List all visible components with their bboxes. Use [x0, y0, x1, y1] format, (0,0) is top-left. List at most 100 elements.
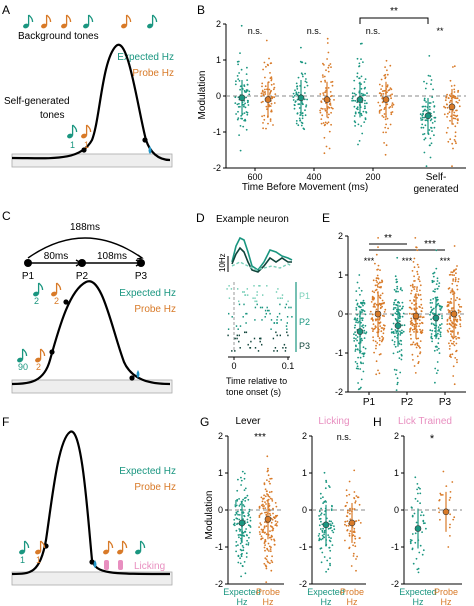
b-prb-0-dot-14 [269, 120, 272, 122]
e-exp-0-dot-57 [356, 365, 359, 368]
c-note-4-head [35, 357, 41, 363]
e-prb-2-dot-74 [447, 301, 450, 304]
g-lever-exp-dot-15 [242, 546, 245, 549]
b-exp-0-dot-73 [243, 85, 246, 87]
e-prb-2-dot-112 [455, 350, 457, 353]
e-prb-1-dot-43 [419, 284, 422, 287]
e-prb-2-dot-109 [448, 342, 450, 345]
panel-f: F Expected Hz Probe Hz 1 1 Licking [2, 415, 176, 586]
e-prb-2-dot-120 [455, 338, 458, 340]
g-lever-ytick-label-1: 1 [218, 468, 223, 478]
b-exp-3-dot-50 [421, 116, 424, 119]
g-lever-exp-dot-17 [241, 545, 244, 547]
e-exp-0-dot-90 [355, 367, 358, 370]
spike-11-0 [280, 319, 282, 321]
panel-e-axes: 210-1-2P1***P2***P3******** [335, 231, 466, 408]
b-exp-3-dot-59 [430, 118, 433, 121]
g-lever-prb-dot-46 [271, 561, 274, 564]
h-prb-dot-7 [452, 518, 455, 521]
b-exp-0-dot-48 [248, 90, 251, 93]
b-prb-0-dot-55 [260, 95, 263, 97]
b-prb-3-dot-42 [452, 117, 455, 120]
b-prb-0-dot-74 [265, 127, 267, 130]
spike-3-4 [244, 294, 247, 296]
bg-note-1-flag [46, 14, 52, 23]
spike-7-4 [284, 306, 286, 309]
spike-0-2 [253, 285, 255, 287]
b-exp-2-dot-43 [355, 93, 357, 96]
spike-20-4 [249, 347, 252, 349]
e-exp-0-dot-78 [355, 290, 358, 292]
movement-trace-c [11, 280, 171, 386]
e-prb-1-dot-35 [416, 331, 419, 333]
water-drop-icon-c [136, 370, 140, 378]
spike-17-2 [253, 337, 256, 340]
b-exp-1-dot-31 [297, 76, 300, 79]
g-lick-exp-dot-34 [329, 562, 331, 565]
e-prb-2-dot-2 [456, 265, 458, 267]
spike-5-2 [287, 300, 289, 303]
e-exp-1-dot-57 [393, 301, 396, 304]
g-lever-prb-dot-137 [260, 537, 263, 540]
b-exp-3-dot-10 [423, 151, 426, 154]
b-exp-0-dot-15 [237, 117, 240, 119]
b-prb-2-dot-31 [385, 59, 388, 62]
b-exp-1-dot-63 [300, 46, 302, 49]
b-exp-2-dot-18 [353, 105, 356, 108]
e-exp-1-dot-74 [398, 317, 401, 320]
g-lever-prb-dot-109 [271, 529, 274, 532]
b-prb-0-dot-31 [269, 72, 271, 74]
g-lever-prb-dot-103 [267, 561, 270, 564]
e-prb-1-dot-80 [409, 306, 412, 309]
e-prb-0-dot-56 [383, 315, 385, 317]
g-lick-prb-dot-26 [354, 537, 357, 540]
e-prb-2-dot-32 [452, 375, 455, 377]
e-exp-0-dot-36 [357, 356, 359, 359]
b-exp-0-dot-61 [241, 117, 244, 120]
e-prb-2-dot-25 [458, 305, 461, 308]
e-prb-0-dot-38 [379, 294, 382, 297]
b-exp-2-dot-29 [364, 102, 366, 105]
e-exp-2-dot-104 [431, 281, 434, 284]
b-prb-3-dot-71 [443, 105, 445, 108]
b-exp-0-dot-74 [245, 128, 248, 131]
h-exp-dot-24 [409, 540, 412, 543]
b-prb-0-dot-36 [269, 118, 272, 121]
e-exp-1-dot-56 [398, 320, 401, 323]
b-prb-1-dot-31 [324, 109, 327, 112]
e-prb-2-dot-130 [456, 284, 458, 287]
g-lever-exp-dot-2 [246, 539, 249, 542]
e-exp-0-dot-27 [361, 325, 363, 328]
b-prb-3-dot-32 [448, 94, 451, 97]
h-exp-dot-6 [414, 476, 417, 479]
e-prb-0-dot-113 [378, 372, 381, 375]
psth-p2 [231, 261, 293, 271]
e-prb-0-dot-123 [374, 302, 376, 305]
b-exp-2-dot-4 [357, 111, 360, 114]
e-prb-1-dot-109 [410, 319, 413, 322]
spike-21-3 [276, 350, 278, 352]
f-note-2-head [35, 549, 41, 555]
g-lever-exp-dot-91 [237, 534, 240, 536]
e-exp-2-dot-74 [431, 279, 434, 282]
panel-c: C 188ms 80ms 108ms P1 P2 P3 Expected Hz … [2, 209, 176, 394]
b-prb-2-dot-43 [389, 106, 392, 108]
b-prb-1-dot-30 [323, 75, 326, 78]
e-prb-2-dot-113 [449, 355, 451, 358]
spike-1-3 [230, 288, 233, 290]
b-exp-1-dot-69 [304, 62, 307, 65]
e-prb-1-dot-138 [409, 299, 411, 302]
b-prb-3-dot-47 [445, 131, 448, 134]
e-prb-2-dot-133 [457, 331, 459, 334]
e-prb-1-dot-108 [419, 340, 422, 342]
e-exp-2-dot-36 [433, 271, 436, 274]
e-exp-1-dot-12 [400, 349, 403, 351]
b-prb-1-dot-61 [323, 136, 326, 139]
e-exp-1-dot-4 [393, 288, 396, 291]
b-prb-1-dot-52 [323, 124, 326, 127]
b-exp-1-dot-32 [293, 94, 296, 97]
e-prb-0-dot-8 [381, 292, 384, 295]
e-exp-0-dot-13 [362, 362, 364, 365]
e-exp-1-dot-61 [401, 329, 403, 332]
panel-f-n1: 1 [20, 555, 25, 565]
